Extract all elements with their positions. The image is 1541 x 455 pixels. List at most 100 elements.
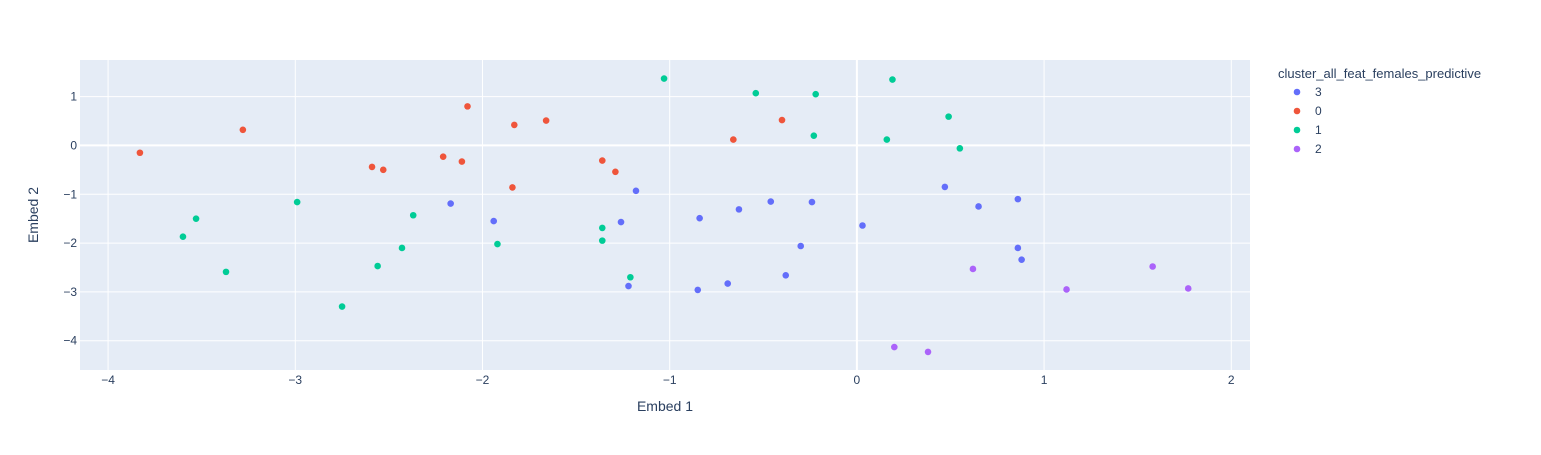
- data-point[interactable]: [338, 303, 346, 310]
- y-axis-title: Embed 2: [25, 187, 41, 243]
- data-point[interactable]: [808, 198, 816, 206]
- data-point[interactable]: [612, 168, 619, 176]
- series-3: [447, 183, 1025, 294]
- plot-background: [80, 60, 1250, 370]
- data-point[interactable]: [975, 203, 982, 210]
- data-point[interactable]: [439, 153, 447, 160]
- data-point[interactable]: [660, 75, 668, 82]
- x-axis-title: Embed 1: [637, 398, 693, 414]
- data-point[interactable]: [542, 117, 550, 124]
- data-point[interactable]: [859, 222, 866, 229]
- data-point[interactable]: [509, 184, 516, 191]
- x-tick-label: −2: [476, 373, 490, 387]
- data-point[interactable]: [598, 157, 606, 164]
- data-point[interactable]: [889, 76, 896, 83]
- legend-item-0[interactable]: 0: [1293, 104, 1322, 118]
- data-point[interactable]: [883, 136, 891, 143]
- y-tick-label: 1: [70, 90, 77, 104]
- data-point[interactable]: [1018, 256, 1025, 263]
- data-point[interactable]: [969, 265, 977, 273]
- x-tick-label: −1: [663, 373, 677, 387]
- data-point[interactable]: [956, 145, 964, 152]
- x-tick-label: −3: [288, 373, 302, 387]
- series-0: [136, 103, 786, 191]
- data-point[interactable]: [617, 218, 625, 226]
- legend-label: 3: [1315, 85, 1322, 99]
- data-point[interactable]: [379, 166, 387, 174]
- data-point[interactable]: [368, 163, 376, 171]
- data-point[interactable]: [941, 183, 949, 191]
- data-point[interactable]: [797, 242, 805, 250]
- data-point[interactable]: [222, 268, 230, 276]
- legend-item-1[interactable]: 1: [1293, 123, 1322, 137]
- x-tick-label: 0: [854, 373, 861, 387]
- data-point[interactable]: [730, 136, 737, 143]
- y-tick-label: −3: [63, 285, 77, 299]
- data-point[interactable]: [192, 215, 200, 222]
- data-point[interactable]: [1014, 244, 1022, 252]
- data-point[interactable]: [490, 217, 498, 225]
- data-point[interactable]: [511, 121, 518, 129]
- y-tick-label: −2: [63, 236, 77, 250]
- legend-items[interactable]: 3 0 1 2: [1293, 85, 1322, 156]
- series-2: [891, 263, 1192, 356]
- data-point[interactable]: [179, 233, 187, 241]
- y-tick-label: −4: [63, 334, 77, 348]
- data-point[interactable]: [778, 116, 786, 124]
- legend-item-3[interactable]: 3: [1293, 85, 1322, 99]
- legend-marker: [1293, 126, 1301, 134]
- data-point[interactable]: [494, 240, 501, 248]
- data-point[interactable]: [1184, 285, 1192, 292]
- data-point[interactable]: [1014, 195, 1022, 203]
- data-point[interactable]: [782, 271, 790, 279]
- legend-marker: [1293, 145, 1301, 153]
- data-point[interactable]: [293, 198, 301, 206]
- x-tick-label: 1: [1041, 373, 1048, 387]
- legend-label: 2: [1315, 142, 1322, 156]
- data-point[interactable]: [239, 126, 247, 134]
- legend-marker: [1293, 88, 1301, 96]
- data-point[interactable]: [1149, 263, 1156, 270]
- legend-title: cluster_all_feat_females_predictive: [1278, 66, 1481, 81]
- data-point[interactable]: [398, 244, 406, 252]
- x-tick-label: 2: [1228, 373, 1235, 387]
- data-point[interactable]: [724, 280, 732, 287]
- data-point[interactable]: [136, 149, 144, 157]
- data-point[interactable]: [735, 206, 743, 213]
- data-point[interactable]: [810, 132, 818, 139]
- y-tick-label: −1: [63, 187, 77, 201]
- x-tick-label: −4: [101, 373, 115, 387]
- data-point[interactable]: [812, 90, 819, 98]
- data-point[interactable]: [891, 343, 898, 351]
- data-point[interactable]: [945, 113, 952, 120]
- legend-marker: [1293, 107, 1301, 115]
- data-point[interactable]: [694, 286, 702, 294]
- legend-label: 1: [1315, 123, 1322, 137]
- data-point[interactable]: [598, 224, 606, 232]
- data-points: [136, 75, 1192, 356]
- data-point[interactable]: [458, 158, 466, 165]
- legend-item-2[interactable]: 2: [1293, 142, 1322, 156]
- data-point[interactable]: [409, 211, 417, 219]
- data-point[interactable]: [924, 348, 932, 356]
- y-axis-ticks: 1 0 −1 −2 −3 −4: [63, 90, 77, 348]
- data-point[interactable]: [627, 273, 634, 281]
- data-point[interactable]: [625, 282, 632, 290]
- data-point[interactable]: [1063, 286, 1070, 293]
- data-point[interactable]: [374, 262, 381, 270]
- data-point[interactable]: [447, 200, 454, 207]
- series-1: [179, 75, 964, 310]
- data-point[interactable]: [767, 198, 775, 205]
- data-point[interactable]: [752, 89, 760, 97]
- data-point[interactable]: [632, 187, 640, 195]
- legend[interactable]: cluster_all_feat_females_predictive 3 0 1 2: [1278, 66, 1481, 156]
- x-axis-ticks: −4 −3 −2 −1 0 1 2: [101, 373, 1235, 387]
- data-point[interactable]: [696, 214, 703, 222]
- y-tick-label: 0: [70, 138, 77, 152]
- data-point[interactable]: [464, 103, 471, 110]
- grid-lines: [80, 60, 1250, 370]
- data-point[interactable]: [598, 237, 606, 244]
- legend-label: 0: [1315, 104, 1322, 118]
